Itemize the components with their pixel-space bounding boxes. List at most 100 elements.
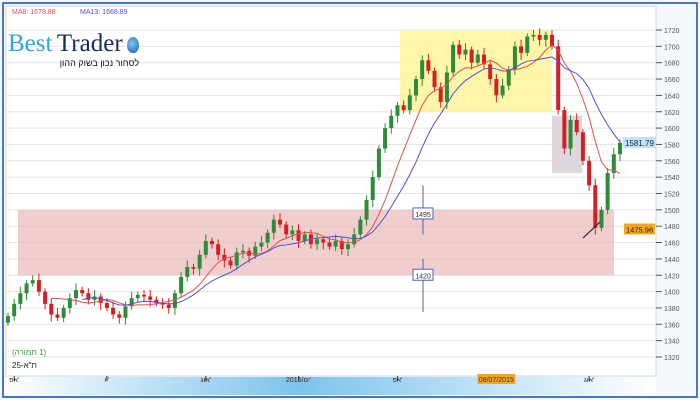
candle-body	[117, 314, 122, 318]
y-tick-label: 1580	[664, 142, 680, 149]
ma8-line	[51, 44, 621, 306]
candle-body	[80, 289, 85, 294]
candle-body	[111, 307, 116, 315]
marker-price-label: 1475.96	[626, 226, 653, 235]
candle-body	[463, 49, 468, 55]
highlighted-date-bg	[477, 374, 516, 384]
y-tick-label: 1600	[664, 126, 680, 133]
candle-body	[562, 110, 567, 149]
candle-body	[556, 46, 561, 111]
y-tick-label: 1500	[664, 208, 680, 215]
candle-body	[6, 316, 10, 323]
candle-body	[593, 185, 598, 228]
candle-body	[24, 283, 29, 294]
candle-body	[148, 296, 153, 300]
candle-body	[67, 298, 72, 308]
candle-body	[587, 160, 592, 186]
candle-body	[376, 148, 381, 178]
candle-body	[475, 54, 480, 63]
candle-body	[420, 60, 425, 80]
candle-body	[104, 303, 109, 308]
candle-body	[135, 294, 140, 299]
candle-body	[290, 230, 295, 235]
candle-body	[49, 303, 54, 315]
candle-body	[203, 240, 208, 255]
candle-body	[383, 128, 388, 149]
vase-icon	[127, 37, 140, 53]
candle-body	[160, 303, 165, 305]
candle-body	[166, 304, 171, 308]
y-tick-label: 1380	[664, 306, 680, 313]
logo: Best Trader לסחור נכון בשוק ההון	[8, 30, 140, 68]
x-tick-label: אפ'	[9, 377, 19, 384]
candle-body	[123, 306, 128, 318]
candle-body	[512, 46, 517, 70]
y-tick-label: 1700	[664, 44, 680, 51]
candle-body	[519, 46, 524, 53]
candle-body	[234, 252, 239, 266]
candle-body	[259, 242, 264, 247]
legend-period: (1 תמורה)	[12, 348, 47, 357]
candle-body	[86, 293, 91, 300]
level-label: 1495	[415, 212, 431, 219]
candle-body	[321, 239, 326, 243]
candle-body	[142, 294, 146, 297]
candle-body	[333, 240, 338, 247]
candle-body	[216, 244, 221, 255]
candle-body	[574, 119, 579, 133]
candle-body	[457, 44, 462, 55]
candle-body	[296, 230, 301, 241]
trend-line	[582, 221, 601, 239]
candle-body	[327, 242, 332, 247]
candle-body	[185, 267, 190, 277]
y-tick-label: 1320	[664, 355, 680, 362]
y-tick-label: 1400	[664, 290, 680, 297]
candle-body	[432, 70, 437, 88]
candle-body	[488, 64, 493, 80]
x-tick-label: אוג'	[584, 377, 595, 384]
x-tick-label: יו'	[104, 377, 109, 384]
candle-body	[611, 154, 616, 174]
candle-body	[315, 239, 320, 245]
candle-body	[197, 254, 202, 269]
candle-body	[61, 307, 66, 318]
y-tick-label: 1340	[664, 339, 680, 346]
candle-body	[172, 293, 177, 308]
candle-body	[389, 115, 394, 129]
candle-body	[525, 36, 530, 53]
level-label-box	[412, 268, 434, 281]
candle-body	[271, 219, 276, 233]
candle-body	[55, 314, 60, 318]
y-tick-label: 1620	[664, 110, 680, 117]
candle-body	[395, 105, 400, 116]
candle-body	[482, 54, 486, 65]
y-tick-label: 1460	[664, 241, 680, 248]
candle-body	[302, 234, 307, 241]
candle-body	[228, 260, 233, 266]
candle-body	[253, 246, 258, 256]
candle-body	[401, 105, 406, 111]
candle-body	[426, 60, 431, 71]
candle-body	[414, 79, 418, 96]
y-tick-label: 1480	[664, 224, 680, 231]
x-tick-label: 08/07/2015	[479, 377, 514, 384]
y-tick-label: 1360	[664, 322, 680, 329]
ma13-readout: MA13: 1668.89	[80, 9, 128, 16]
ma13-line	[82, 56, 621, 306]
candle-body	[444, 72, 449, 102]
candle-body	[543, 34, 548, 40]
candle-body	[531, 34, 536, 37]
y-tick-label: 1640	[664, 93, 680, 100]
candle-body	[191, 267, 196, 269]
candle-body	[30, 280, 35, 284]
candle-body	[500, 85, 505, 96]
candle-body	[240, 250, 245, 253]
candle-body	[568, 119, 573, 149]
y-tick-label: 1680	[664, 61, 680, 68]
candle-body	[438, 87, 443, 102]
candle-body	[550, 34, 554, 47]
candle-body	[265, 232, 270, 243]
